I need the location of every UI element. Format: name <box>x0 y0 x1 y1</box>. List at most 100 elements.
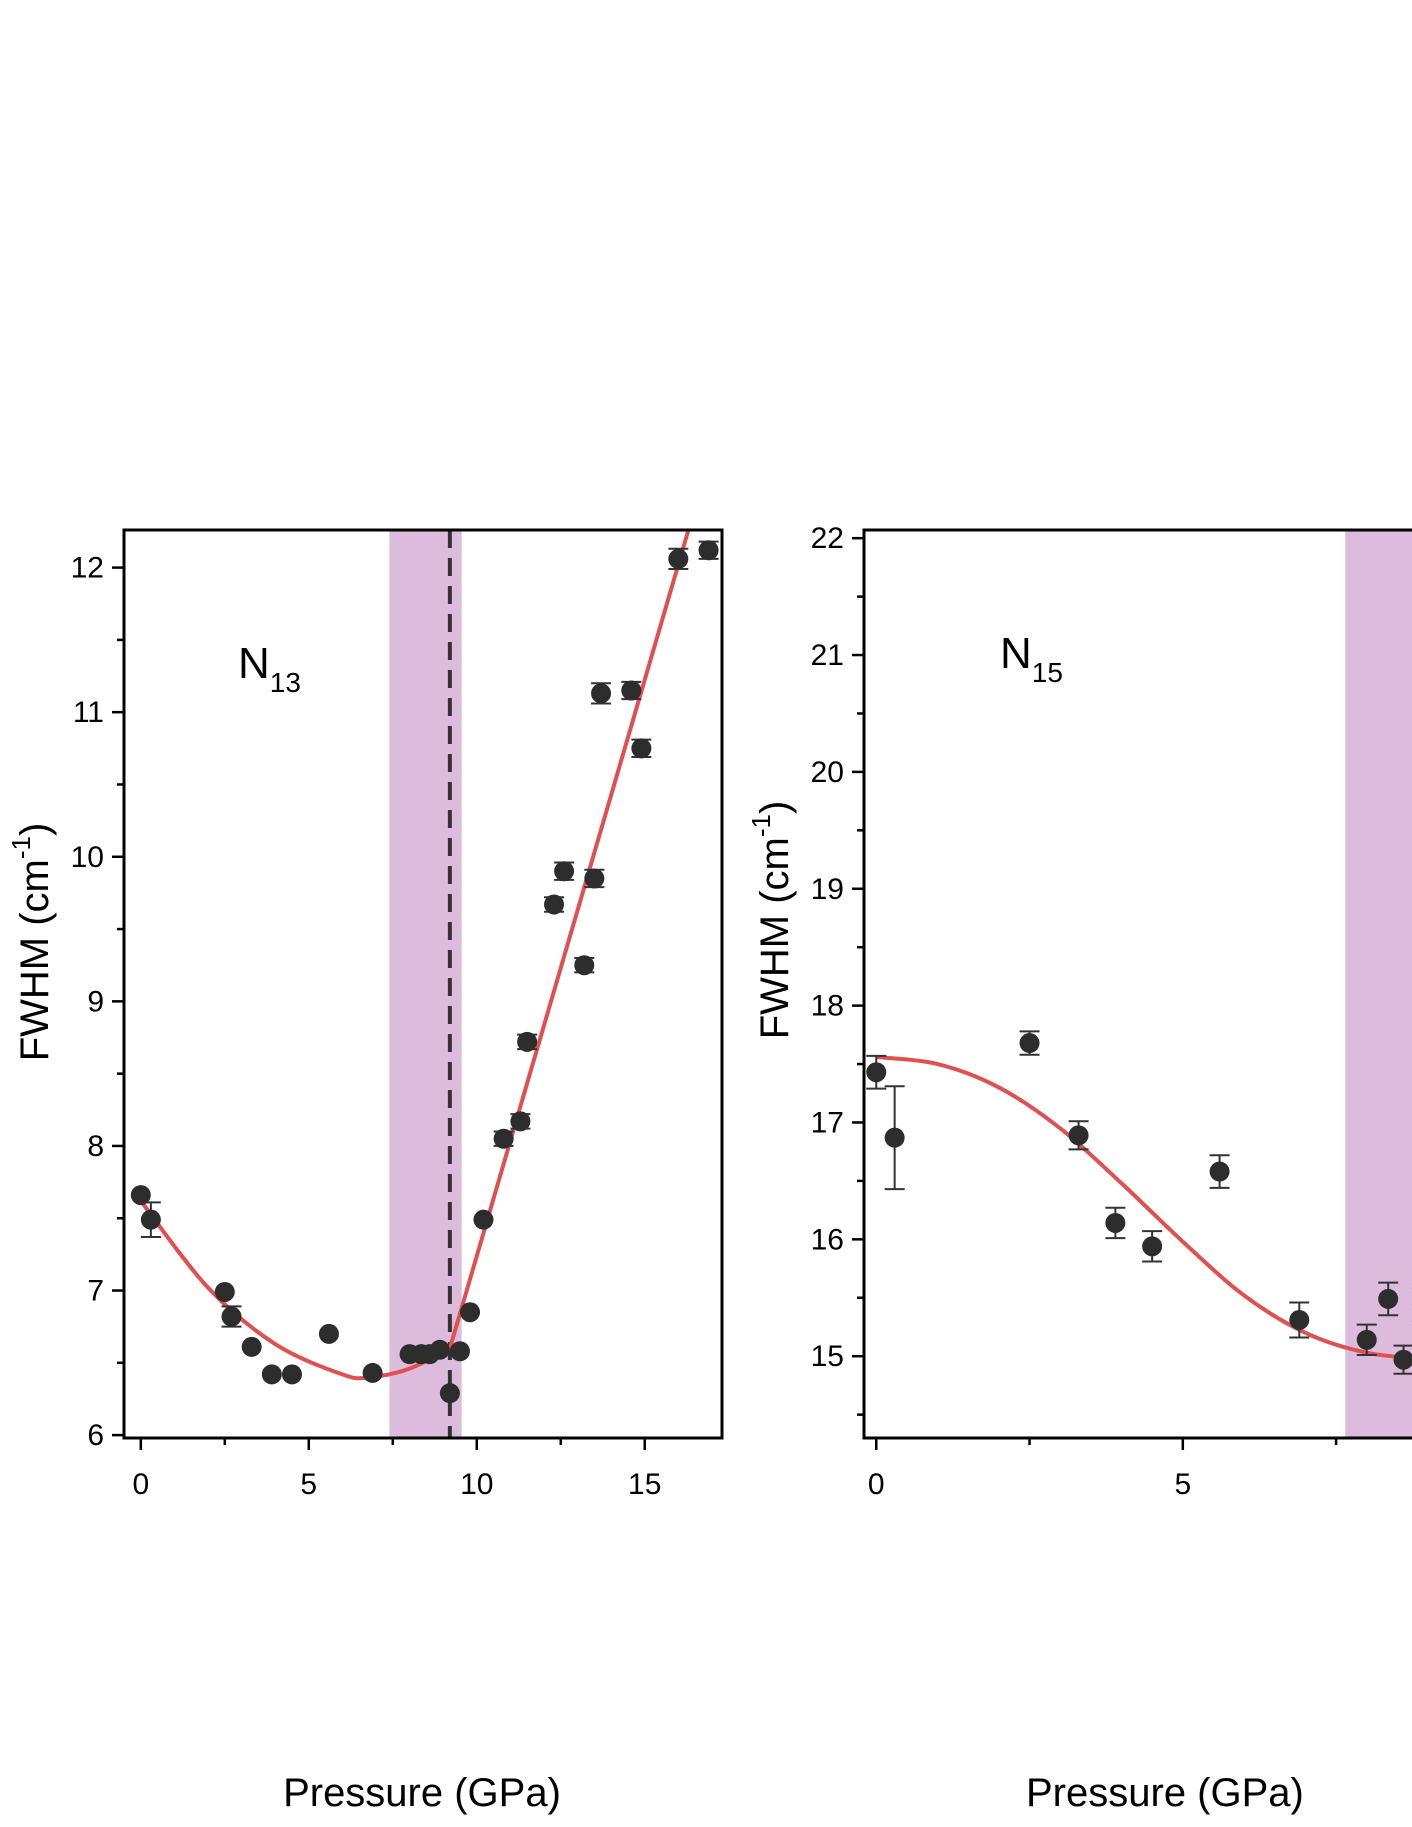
data-point <box>318 1323 339 1344</box>
axes: 6 7 8 9 10 11 12 0 5 10 15 <box>71 552 662 1501</box>
point-marker <box>241 1336 262 1357</box>
y-tick-label: 16 <box>811 1223 844 1256</box>
data-point <box>460 1302 481 1323</box>
chart-panel-n15: 15161718192021220510 N15 FWHM (cm-1) Pre… <box>746 522 1412 1815</box>
point-marker <box>1105 1212 1126 1233</box>
point-marker <box>574 955 595 976</box>
point-marker <box>221 1306 242 1327</box>
shaded-region <box>1345 530 1412 1438</box>
fit-line <box>139 1199 451 1381</box>
data-point <box>1356 1323 1377 1357</box>
point-marker <box>544 894 565 915</box>
data-point <box>281 1364 302 1385</box>
data-point <box>510 1111 531 1132</box>
data-point <box>1393 1344 1412 1375</box>
x-axis-title: Pressure (GPa) <box>1026 1771 1304 1815</box>
y-tick-label: 21 <box>811 639 844 672</box>
y-tick-label: 20 <box>811 756 844 789</box>
data-point <box>362 1362 383 1383</box>
point-marker <box>261 1364 282 1385</box>
point-marker <box>1393 1349 1412 1370</box>
data-point <box>554 861 575 882</box>
point-marker <box>698 540 719 561</box>
data-point <box>439 1383 460 1404</box>
point-marker <box>493 1128 514 1149</box>
data-point <box>1378 1281 1399 1317</box>
x-axis-title: Pressure (GPa) <box>283 1771 561 1815</box>
point-marker <box>439 1383 460 1404</box>
data-point <box>221 1305 242 1328</box>
data-point <box>473 1209 494 1230</box>
y-axis-title: FWHM (cm-1) <box>746 801 797 1040</box>
y-tick-label: 9 <box>87 985 104 1018</box>
data-point <box>493 1128 514 1149</box>
point-marker <box>621 680 642 701</box>
point-marker <box>510 1111 531 1132</box>
point-marker <box>884 1127 905 1148</box>
point-marker <box>362 1362 383 1383</box>
point-marker <box>866 1062 887 1083</box>
data-point <box>1068 1120 1089 1151</box>
data-point <box>1105 1206 1126 1240</box>
data-point <box>698 540 719 561</box>
data-point <box>584 868 605 889</box>
transition-band <box>1345 530 1412 1438</box>
data-point <box>668 547 689 571</box>
data-point <box>1289 1301 1310 1339</box>
point-marker <box>1289 1309 1310 1330</box>
data-point <box>1142 1230 1163 1263</box>
y-tick-label: 7 <box>87 1275 104 1308</box>
panel-label: N15 <box>1000 629 1063 688</box>
data-point <box>621 680 642 701</box>
point-marker <box>318 1323 339 1344</box>
point-marker <box>429 1339 450 1360</box>
data-point <box>140 1201 161 1239</box>
x-tick-label: 5 <box>300 1468 317 1501</box>
y-tick-label: 11 <box>73 696 104 729</box>
data-point <box>884 1085 905 1191</box>
x-tick-label: 5 <box>1174 1468 1191 1501</box>
y-tick-label: 19 <box>811 873 844 906</box>
point-marker <box>517 1031 538 1052</box>
data-point <box>429 1339 450 1360</box>
point-marker <box>460 1302 481 1323</box>
plot-frame <box>122 528 724 1440</box>
point-marker <box>1356 1329 1377 1350</box>
chart-panel-n13: 6 7 8 9 10 11 12 0 5 10 15 N13 FWHM (cm-1) Pressur… <box>6 528 724 1815</box>
y-axis-title: FWHM (cm-1) <box>6 823 57 1062</box>
point-marker <box>554 861 575 882</box>
fit-curve <box>876 1055 1412 1360</box>
point-marker <box>281 1364 302 1385</box>
point-marker <box>130 1185 151 1206</box>
data-point <box>130 1185 151 1206</box>
x-tick-label: 15 <box>628 1468 661 1501</box>
data-point <box>261 1364 282 1385</box>
data-point <box>574 955 595 976</box>
data-point <box>544 894 565 915</box>
y-tick-label: 6 <box>87 1419 104 1452</box>
panel-label: N13 <box>238 639 301 698</box>
point-marker <box>214 1281 235 1302</box>
x-tick-label: 0 <box>868 1468 885 1501</box>
y-tick-label: 12 <box>71 552 104 585</box>
data-points <box>130 540 719 1404</box>
data-point <box>449 1341 470 1362</box>
point-marker <box>668 548 689 569</box>
point-marker <box>1019 1033 1040 1054</box>
data-point <box>866 1054 887 1090</box>
data-point <box>241 1336 262 1357</box>
point-marker <box>1209 1161 1230 1182</box>
y-tick-label: 8 <box>87 1130 104 1163</box>
point-marker <box>631 738 652 759</box>
point-marker <box>591 683 612 704</box>
point-marker <box>1142 1236 1163 1257</box>
plot-frame <box>862 528 1412 1440</box>
data-point <box>1019 1030 1040 1056</box>
fit-line <box>876 1055 1412 1360</box>
data-point <box>214 1281 235 1302</box>
y-tick-label: 18 <box>811 990 844 1023</box>
data-point <box>591 682 612 705</box>
data-point <box>517 1031 538 1052</box>
y-tick-label: 15 <box>811 1340 844 1373</box>
